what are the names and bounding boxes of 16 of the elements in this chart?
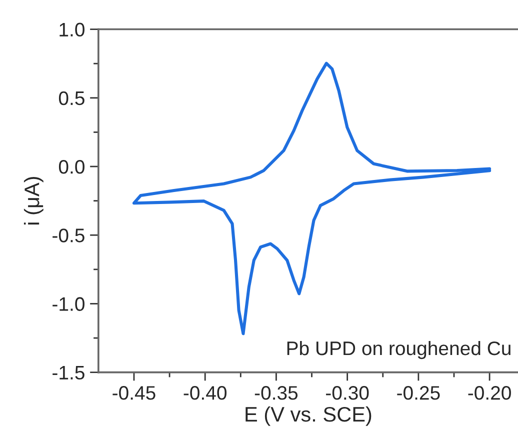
y-tick-label: 1.0 (60, 22, 84, 37)
y-tick-label: -1.5 (52, 366, 84, 380)
y-axis-title: i (μA) (24, 177, 44, 225)
x-tick-label: -0.40 (184, 386, 226, 400)
x-axis-title: E (V vs. SCE) (246, 406, 372, 426)
x-tick-label: -0.35 (254, 386, 298, 400)
y-tick-label: -1.0 (52, 297, 84, 311)
x-tick-label: -0.25 (397, 386, 440, 400)
x-tick-label: -0.45 (112, 386, 156, 400)
y-tick-label: -0.5 (52, 228, 84, 242)
y-tick-label: 0.5 (58, 91, 84, 106)
annotation: Pb UPD on roughened Cu (287, 340, 510, 360)
y-tick-label: 0.0 (58, 160, 84, 174)
x-tick-label: -0.20 (468, 386, 511, 400)
x-tick-label: -0.30 (326, 386, 369, 400)
line-series (132, 62, 492, 336)
